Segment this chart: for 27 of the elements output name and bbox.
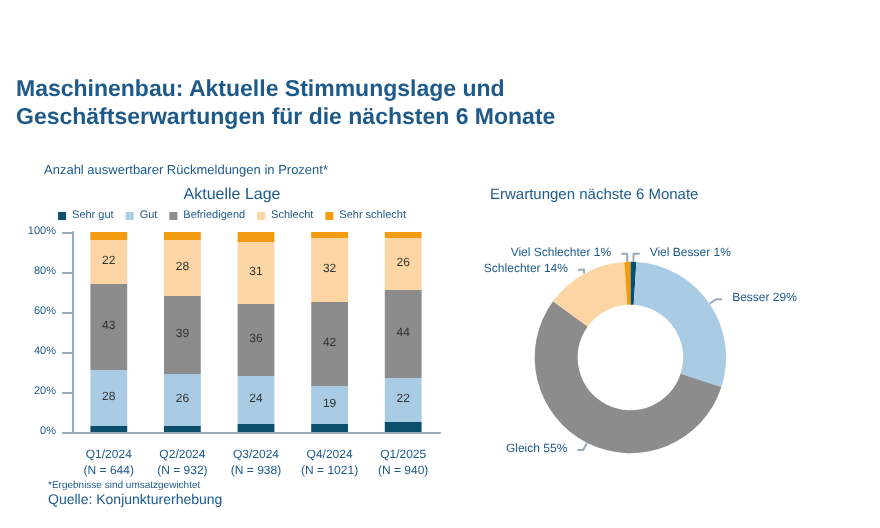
bar bbox=[384, 232, 422, 238]
bar bbox=[164, 296, 201, 374]
bar bbox=[164, 426, 201, 432]
bar bbox=[164, 232, 201, 240]
bar bbox=[237, 232, 275, 242]
bar bbox=[90, 240, 128, 284]
bar bbox=[90, 232, 128, 240]
bar bbox=[311, 232, 348, 238]
bar bbox=[311, 424, 348, 432]
bar bbox=[311, 238, 348, 302]
bar bbox=[90, 284, 128, 370]
bar bbox=[237, 242, 275, 304]
bar bbox=[384, 290, 422, 378]
bar bbox=[90, 370, 128, 426]
bar bbox=[384, 238, 422, 290]
bar bbox=[164, 240, 201, 296]
bar bbox=[164, 374, 201, 426]
bar bbox=[237, 424, 275, 432]
bar bbox=[237, 376, 275, 424]
bar bbox=[311, 302, 348, 386]
chart-title: Aktuelle Lage bbox=[183, 185, 282, 203]
bar bbox=[384, 422, 422, 432]
bar bbox=[311, 386, 348, 424]
bar bbox=[384, 378, 422, 422]
bar bbox=[237, 304, 275, 376]
text: Maschinenbau: Aktuelle Stimmungslage und Geschäftserwartungen für die nächsten 6 Monate bbox=[16, 76, 558, 132]
bar bbox=[90, 426, 128, 432]
